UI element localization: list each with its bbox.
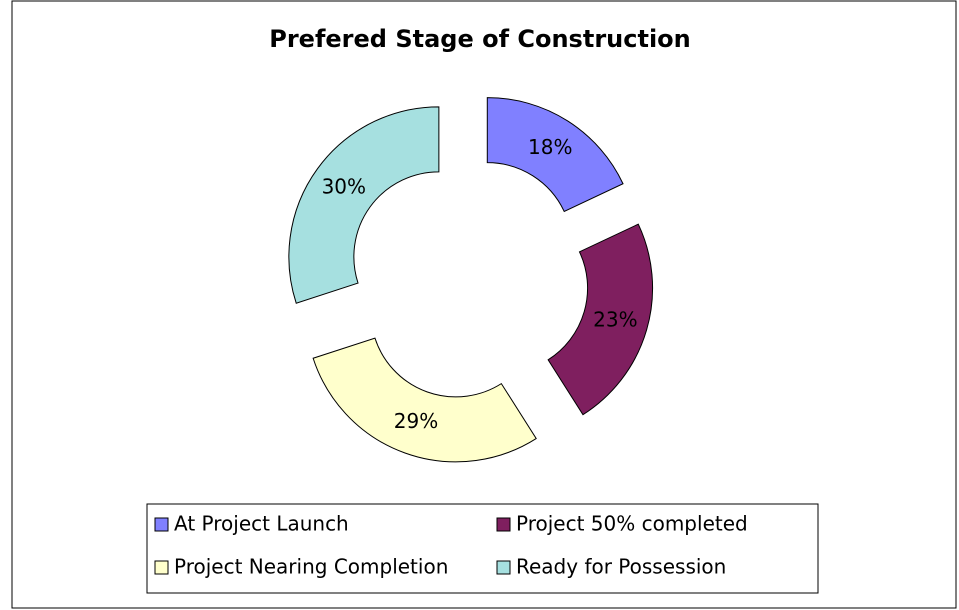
legend-label: Project Nearing Completion [174, 555, 448, 579]
donut-slice [547, 223, 654, 416]
chart-title: Prefered Stage of Construction [269, 25, 691, 53]
legend-swatch [154, 560, 169, 575]
donut-slice [312, 337, 537, 463]
data-label: 23% [593, 307, 637, 331]
donut-slice [288, 106, 440, 304]
data-label: 30% [322, 174, 366, 198]
data-label: 18% [528, 135, 572, 159]
legend-label: Project 50% completed [516, 512, 748, 536]
legend-label: At Project Launch [174, 512, 349, 536]
data-label: 29% [394, 409, 438, 433]
legend-swatch [496, 560, 511, 575]
legend-swatch [496, 517, 511, 532]
donut-slice [486, 97, 624, 213]
legend-swatch [154, 517, 169, 532]
legend-box [146, 503, 819, 594]
legend-label: Ready for Possession [516, 555, 726, 579]
